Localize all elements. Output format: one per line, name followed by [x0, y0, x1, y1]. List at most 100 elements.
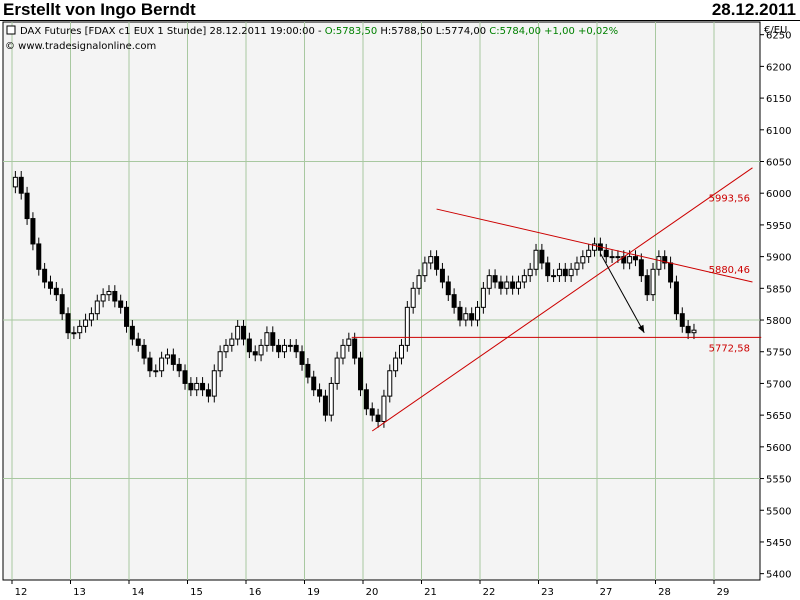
candle-body	[363, 389, 369, 410]
candle-body	[170, 354, 176, 365]
candle-body	[340, 344, 346, 359]
candle-body	[369, 408, 375, 416]
candle-body	[194, 382, 200, 391]
candle-body	[188, 382, 194, 391]
candle-body	[673, 281, 679, 315]
candle-body	[580, 256, 586, 264]
candle-body	[656, 256, 662, 270]
candle-body	[118, 300, 124, 308]
candle-body	[258, 344, 264, 356]
candle-body	[317, 389, 323, 397]
candle-body	[71, 332, 77, 335]
y-tick-label: 6000	[766, 189, 791, 200]
annotation-label: 5772,58	[709, 343, 750, 354]
candle-body	[498, 281, 504, 289]
candle-body	[568, 268, 574, 277]
candle-body	[299, 351, 305, 365]
candle-body	[434, 256, 440, 270]
candle-body	[387, 370, 393, 397]
candle-body	[334, 357, 340, 384]
x-tick-label: 16	[249, 587, 262, 598]
candle-body	[100, 294, 106, 302]
x-tick-label: 21	[424, 587, 437, 598]
y-tick-label: 5700	[766, 379, 791, 390]
x-tick-label: 28	[658, 587, 671, 598]
x-tick-label: 22	[483, 587, 496, 598]
candle-body	[229, 338, 235, 346]
candle-body	[59, 294, 65, 315]
candle-body	[510, 281, 516, 289]
candle-body	[276, 344, 282, 353]
candle-body	[159, 357, 165, 372]
candle-body	[679, 313, 685, 327]
candle-body	[352, 338, 358, 359]
candle-body	[445, 281, 451, 296]
candle-body	[592, 243, 598, 251]
candle-body	[153, 370, 159, 373]
candle-body	[375, 414, 381, 422]
candle-body	[381, 395, 387, 422]
y-tick-label: 6050	[766, 158, 791, 169]
candle-body	[287, 344, 293, 347]
candle-body	[141, 344, 147, 359]
candle-body	[241, 325, 247, 340]
x-tick-label: 27	[600, 587, 613, 598]
candle-body	[662, 256, 668, 264]
candle-body	[205, 389, 211, 397]
candle-body	[311, 376, 317, 391]
candle-body	[556, 268, 562, 277]
y-tick-label: 5900	[766, 253, 791, 264]
candle-body	[42, 268, 48, 283]
candle-body	[77, 325, 83, 334]
candle-body	[12, 176, 18, 188]
chart-info-line: DAX Futures [FDAX c1 EUX 1 Stunde] 28.12…	[20, 26, 618, 37]
candle-body	[281, 344, 287, 353]
y-tick-label: 6200	[766, 62, 791, 73]
candle-body	[235, 325, 241, 340]
y-tick-label: 5550	[766, 475, 791, 486]
chart-info-icon	[6, 25, 16, 35]
currency-label: €/EU	[764, 25, 787, 36]
candle-body	[223, 344, 229, 353]
y-tick-label: 5950	[766, 221, 791, 232]
x-tick-label: 20	[366, 587, 379, 598]
candle-body	[176, 363, 182, 372]
candle-body	[422, 262, 428, 277]
candle-body	[47, 281, 53, 289]
candle-body	[30, 218, 36, 245]
header-divider	[0, 20, 800, 21]
y-tick-label: 5600	[766, 443, 791, 454]
y-tick-label: 6100	[766, 126, 791, 137]
candle-body	[668, 262, 674, 283]
y-tick-label: 5500	[766, 506, 791, 517]
candle-body	[404, 306, 410, 346]
candle-body	[551, 275, 557, 278]
candle-body	[94, 300, 100, 315]
candle-body	[562, 268, 568, 277]
copyright-text: © www.tradesignalonline.com	[5, 41, 156, 52]
candle-body	[545, 262, 551, 277]
y-tick-label: 6250	[766, 31, 791, 42]
candle-body	[691, 329, 697, 334]
candle-body	[270, 332, 276, 346]
candle-body	[457, 306, 463, 321]
candle-body	[644, 275, 650, 296]
candle-body	[439, 268, 445, 283]
candle-body	[486, 275, 492, 289]
candle-body	[322, 395, 328, 416]
header-date: 28.12.2011	[711, 0, 796, 19]
candle-body	[346, 338, 352, 346]
candle-body	[521, 275, 527, 283]
candle-body	[164, 354, 170, 359]
candle-body	[492, 275, 498, 283]
y-tick-label: 5750	[766, 348, 791, 359]
candle-body	[410, 287, 416, 308]
candle-body	[246, 338, 252, 353]
candle-body	[18, 176, 24, 194]
y-tick-label: 5400	[766, 570, 791, 581]
candle-body	[632, 256, 638, 261]
candle-body	[475, 306, 481, 321]
candle-body	[328, 382, 334, 416]
candle-body	[182, 370, 188, 384]
